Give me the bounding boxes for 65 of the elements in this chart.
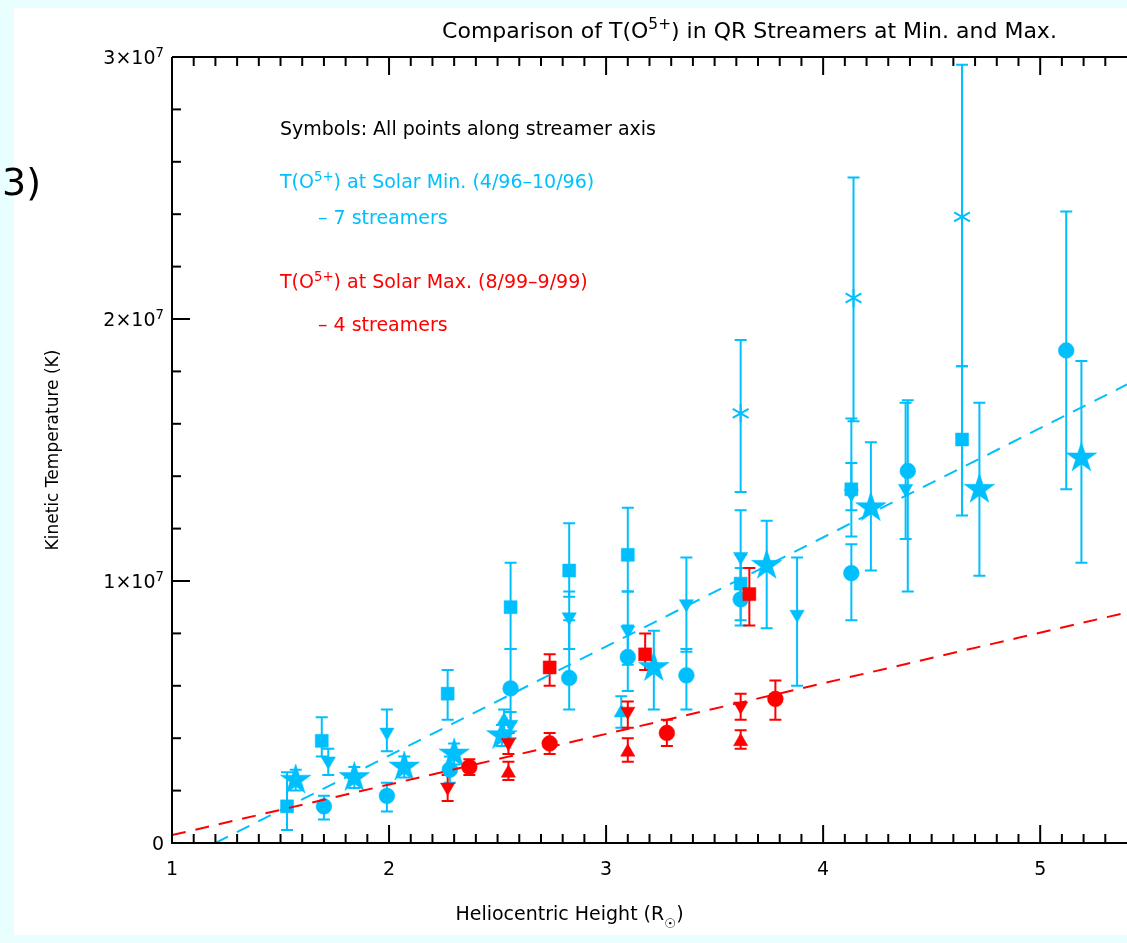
point — [561, 612, 577, 626]
y-tick-label: 2×10$^{7}$ — [103, 306, 164, 330]
point — [379, 727, 395, 741]
x-tick-label: 2 — [383, 857, 396, 879]
point — [502, 680, 519, 697]
x-axis-title: Heliocentric Height (R$_{☉}$) — [455, 902, 684, 931]
point — [843, 565, 860, 582]
point — [541, 735, 558, 752]
point — [440, 782, 456, 796]
point — [1058, 342, 1075, 359]
point — [843, 489, 859, 503]
y-tick-label: 1×10$^{7}$ — [103, 568, 164, 592]
point — [733, 701, 749, 715]
point — [562, 563, 576, 578]
x-tick-label: 5 — [1034, 857, 1047, 879]
annotation: T(O$^{5+}$) at Solar Max. (8/99–9/99) — [279, 268, 588, 292]
point — [658, 724, 675, 742]
y-tick-label: 0 — [151, 832, 164, 854]
x-tick-label: 3 — [600, 857, 613, 879]
annotation: Symbols: All points along streamer axis — [280, 117, 656, 139]
point — [320, 756, 336, 770]
point — [620, 743, 636, 757]
annotation: – 4 streamers — [318, 313, 448, 335]
y-axis-title: Kinetic Temperature (K) — [42, 349, 62, 551]
text: 3) — [2, 160, 42, 204]
point — [378, 787, 395, 804]
point — [620, 625, 636, 639]
point — [899, 462, 916, 480]
point — [280, 763, 312, 794]
point — [855, 491, 887, 521]
point — [638, 647, 652, 662]
point — [733, 552, 749, 566]
point — [733, 576, 748, 591]
point — [620, 706, 636, 720]
point — [440, 686, 455, 701]
point — [751, 549, 783, 579]
point — [542, 660, 557, 675]
point — [388, 750, 420, 781]
point — [1065, 441, 1097, 472]
point — [503, 600, 518, 614]
y-tick-label: 3×10$^{7}$ — [103, 44, 164, 68]
point — [638, 651, 670, 681]
point — [679, 599, 694, 613]
point — [731, 403, 750, 424]
point — [338, 761, 370, 791]
point — [955, 432, 969, 447]
point — [438, 737, 470, 768]
point — [315, 734, 329, 748]
point — [953, 206, 971, 227]
point — [315, 798, 333, 815]
point — [561, 669, 578, 687]
point — [742, 587, 757, 601]
annotation: – 7 streamers — [318, 206, 448, 228]
point — [767, 690, 784, 707]
point — [898, 484, 914, 498]
x-tick-label: 4 — [817, 857, 830, 879]
point — [844, 287, 863, 309]
point — [678, 667, 695, 684]
x-tick-label: 1 — [165, 857, 179, 879]
point — [619, 648, 636, 666]
point — [621, 548, 635, 562]
chart-title: Comparison of T(O$^{5+}$) in QR Streamers at Min. and Max. — [442, 15, 1057, 43]
point — [963, 473, 995, 503]
annotation: T(O$^{5+}$) at Solar Min. (4/96–10/96) — [279, 168, 595, 192]
point — [789, 609, 805, 623]
